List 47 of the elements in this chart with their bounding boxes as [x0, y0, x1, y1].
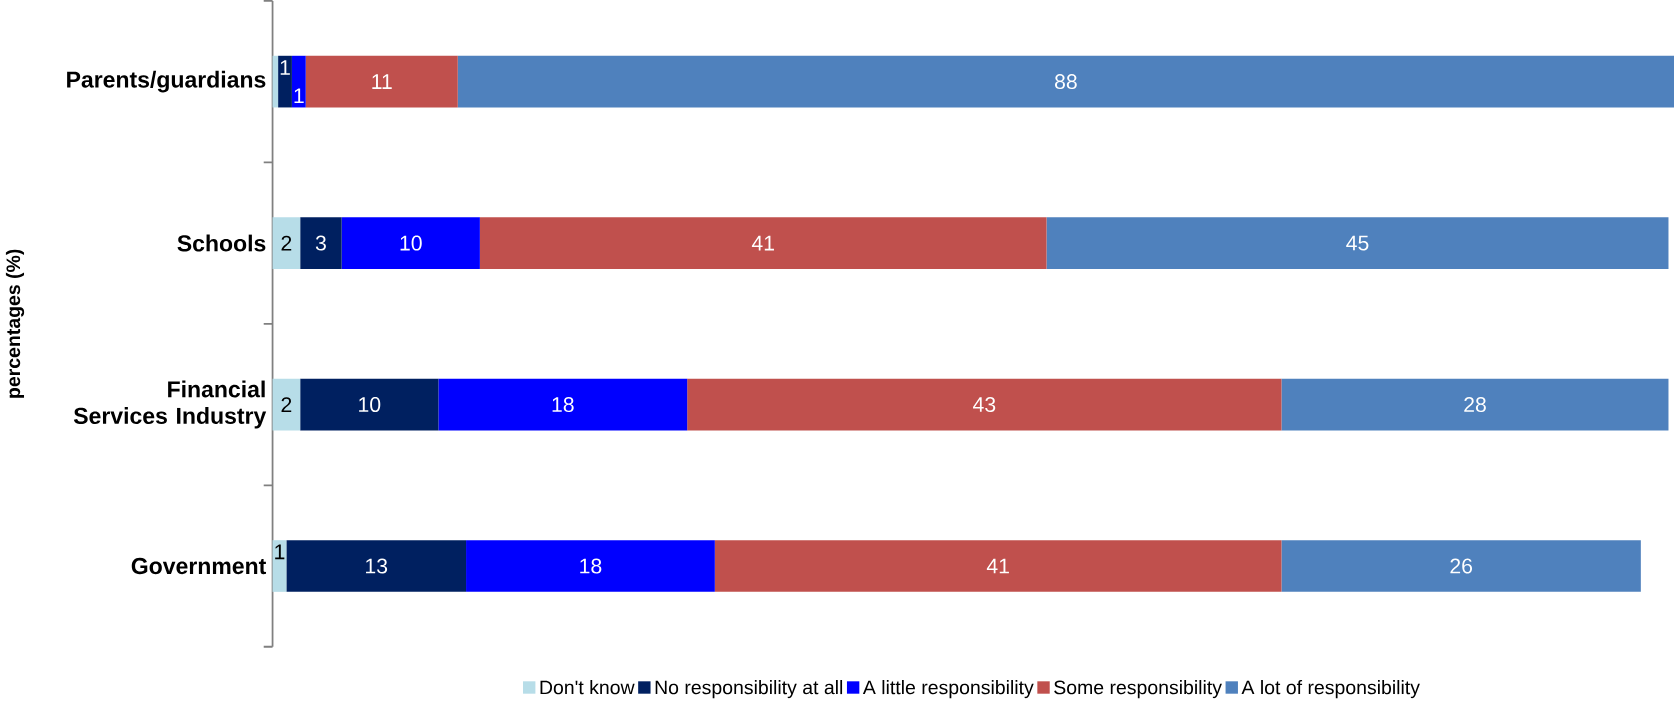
y-axis-title: percentages (%)	[5, 249, 25, 398]
data-label: 3	[315, 235, 326, 251]
data-label: 18	[580, 558, 602, 574]
bar	[341, 217, 480, 269]
bar	[714, 540, 1282, 592]
legend-label: A little responsibility	[862, 680, 1034, 699]
bar	[300, 217, 342, 269]
data-label: 88	[1054, 74, 1077, 90]
bar	[291, 55, 306, 108]
bar	[1281, 540, 1641, 592]
data-label: 13	[366, 558, 388, 574]
y-tick-label: Government	[131, 557, 267, 575]
bar	[272, 378, 301, 431]
data-label: 18	[552, 397, 574, 413]
bar	[272, 217, 301, 269]
bar	[479, 217, 1047, 269]
data-label: 41	[986, 558, 1009, 574]
y-tick-label: Schools	[177, 234, 266, 252]
bar	[1281, 378, 1669, 431]
bar	[466, 540, 715, 592]
bar	[457, 55, 1674, 108]
data-label: 41	[751, 235, 774, 251]
data-label: 1	[280, 60, 290, 75]
data-label: 11	[372, 74, 392, 89]
bar	[278, 55, 292, 108]
data-label: 2	[281, 397, 292, 413]
bar	[1046, 217, 1669, 269]
data-label: 10	[400, 235, 422, 251]
data-label: 45	[1346, 235, 1369, 251]
bar	[286, 540, 467, 592]
bar	[305, 55, 458, 108]
data-label: 43	[973, 397, 996, 413]
bar	[300, 378, 439, 431]
data-label: 1	[275, 544, 285, 560]
y-tick-label: Parents/guardians	[67, 70, 266, 93]
bar	[687, 378, 1282, 431]
data-label: 1	[294, 88, 304, 104]
bar	[438, 378, 688, 431]
data-label: 10	[359, 397, 381, 413]
y-tick-label: Financial Services Industry	[73, 380, 267, 429]
legend-label: A lot of responsibility	[1241, 680, 1420, 699]
legend-label: No responsibility at all	[655, 680, 843, 699]
legend-label: Don't know	[540, 680, 635, 695]
data-label: 28	[1464, 397, 1486, 413]
data-label: 26	[1450, 558, 1473, 574]
legend-label: Some responsibility	[1054, 680, 1222, 699]
data-label: 2	[281, 235, 292, 251]
